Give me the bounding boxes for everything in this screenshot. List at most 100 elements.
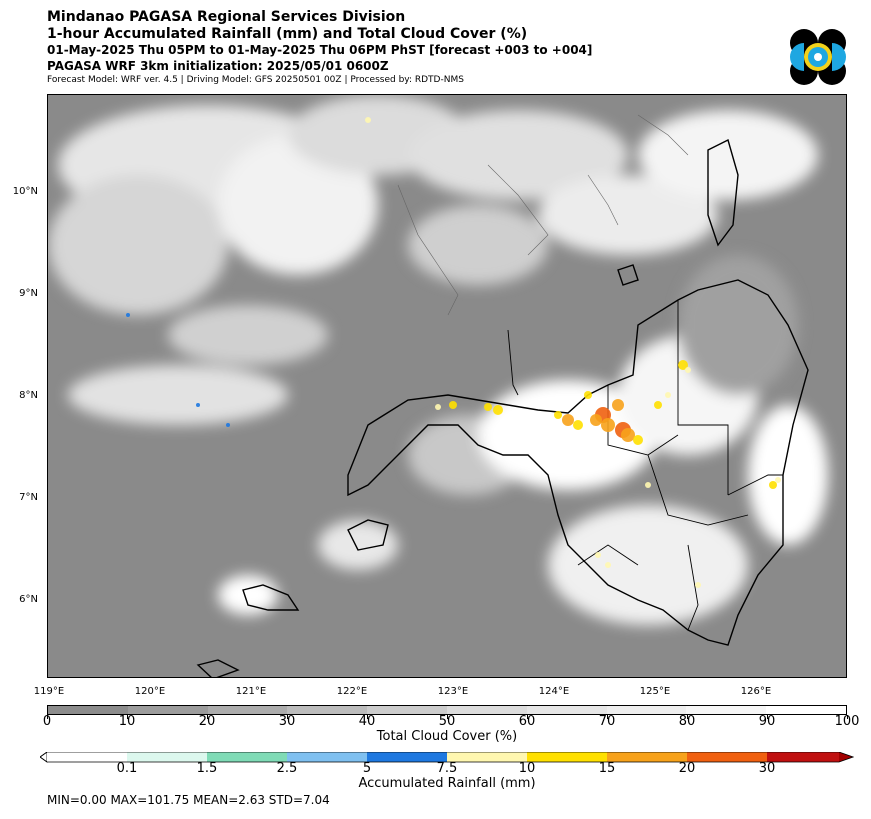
- initialization-info: PAGASA WRF 3km initialization: 2025/05/0…: [47, 59, 389, 73]
- rainfall-swatch: [607, 752, 687, 762]
- rainfall-colorbar-outline: [40, 752, 854, 763]
- rainfall-cell: [612, 399, 624, 411]
- rainfall-cell: [562, 414, 574, 426]
- rainfall-swatch: [287, 752, 367, 762]
- lon-label-126e: 126°E: [740, 686, 772, 697]
- neighbouring-islands-outline: [397, 114, 689, 316]
- rainfall-cell: [685, 367, 691, 373]
- rainfall-cell: [590, 414, 602, 426]
- rainfall-cell: [601, 418, 615, 432]
- rainfall-cell: [365, 117, 371, 123]
- cloud-cover-swatch: [766, 706, 846, 714]
- cloud-cover-swatch: [446, 706, 527, 714]
- model-info: Forecast Model: WRF ver. 4.5 | Driving M…: [47, 75, 464, 85]
- lon-label-125e: 125°E: [639, 686, 671, 697]
- rainfall-cell: [573, 420, 583, 430]
- cloud-cover-tickmark: [767, 715, 768, 719]
- rainfall-cell: [484, 403, 492, 411]
- rainfall-swatch: [127, 752, 207, 762]
- rainfall-tick-label: 30: [758, 761, 776, 776]
- cloud-cover-colorbar-label: Total Cloud Cover (%): [376, 729, 518, 744]
- lon-label-124e: 124°E: [538, 686, 570, 697]
- rainfall-tick-label: 15: [598, 761, 616, 776]
- rainfall-swatch: [367, 752, 447, 762]
- cloud-cover-layer: [48, 95, 828, 625]
- cloud-cover-tickmark: [47, 715, 48, 719]
- lon-label-123e: 123°E: [437, 686, 469, 697]
- cloud-cover-swatch: [287, 706, 368, 714]
- rainfall-under-extension: [40, 752, 48, 763]
- rainfall-cell: [435, 404, 441, 410]
- cloud-cover-tick-label: 0: [42, 714, 52, 729]
- cloud-cover-colorbar: [47, 705, 847, 715]
- cloud-cover-tick-label: 80: [678, 714, 696, 729]
- cloud-cover-tickmark: [287, 715, 288, 719]
- pagasa-logo-icon: [788, 27, 848, 91]
- lat-label-10n: 10°N: [12, 186, 38, 197]
- cloud-cover-tickmark: [127, 715, 128, 719]
- rainfall-colorbar: [40, 752, 854, 763]
- cloud-cover-swatch: [606, 706, 687, 714]
- rainfall-cell: [633, 435, 643, 445]
- cloud-cover-swatch: [686, 706, 767, 714]
- cloud-cover-tick-label: 100: [834, 714, 860, 729]
- cloud-cover-tick-label: 40: [358, 714, 376, 729]
- weather-map: [47, 94, 847, 678]
- rainfall-over-extension: [839, 752, 853, 762]
- rainfall-cell: [584, 391, 592, 399]
- rainfall-swatch: [767, 752, 839, 762]
- cloud-cover-tick-label: 70: [598, 714, 616, 729]
- statistics-line: MIN=0.00 MAX=101.75 MEAN=2.63 STD=7.04: [47, 793, 330, 807]
- rainfall-cell: [769, 481, 777, 489]
- cloud-cover-swatch: [48, 706, 128, 714]
- rainfall-swatch: [447, 752, 527, 762]
- rainfall-layer: [126, 117, 781, 588]
- cloud-cover-tick-label: 30: [278, 714, 296, 729]
- rainfall-cell: [493, 405, 503, 415]
- rainfall-tick-label: 5: [362, 761, 372, 776]
- title-line-1: Mindanao PAGASA Regional Services Divisi…: [47, 9, 406, 25]
- cloud-cover-tick-label: 60: [518, 714, 536, 729]
- cloud-cover-tickmark: [607, 715, 608, 719]
- cloud-cover-swatch: [207, 706, 288, 714]
- lat-label-9n: 9°N: [19, 288, 38, 299]
- cloud-cover-swatch: [367, 706, 447, 714]
- rainfall-cell: [226, 423, 230, 427]
- rainfall-cell: [554, 411, 562, 419]
- rainfall-cell: [645, 482, 651, 488]
- lon-label-119e: 119°E: [33, 686, 65, 697]
- lon-label-120e: 120°E: [134, 686, 166, 697]
- rainfall-tick-label: 10: [518, 761, 536, 776]
- rainfall-tick-label: 2.5: [276, 761, 298, 776]
- rainfall-tick-label: 7.5: [436, 761, 458, 776]
- lon-label-122e: 122°E: [336, 686, 368, 697]
- rainfall-cell: [126, 313, 130, 317]
- rainfall-swatch: [527, 752, 607, 762]
- lat-label-6n: 6°N: [19, 594, 38, 605]
- rainfall-cell: [196, 403, 200, 407]
- cloud-cover-swatch: [127, 706, 208, 714]
- lat-label-8n: 8°N: [19, 390, 38, 401]
- rainfall-cell: [449, 401, 457, 409]
- rainfall-swatch: [687, 752, 767, 762]
- rainfall-cell: [605, 562, 611, 568]
- rainfall-colorbar-label: Accumulated Rainfall (mm): [358, 776, 536, 791]
- cloud-cover-tick-label: 20: [198, 714, 216, 729]
- cloud-cover-tick-label: 50: [438, 714, 456, 729]
- cloud-cover-tickmark: [527, 715, 528, 719]
- cloud-cover-tickmark: [847, 715, 848, 719]
- lat-label-7n: 7°N: [19, 492, 38, 503]
- cloud-cover-tickmark: [207, 715, 208, 719]
- rainfall-swatch-below-0-1: [47, 752, 127, 762]
- cloud-cover-tickmark: [447, 715, 448, 719]
- rainfall-cell: [775, 477, 781, 483]
- lon-label-121e: 121°E: [235, 686, 267, 697]
- cloud-cover-tick-label: 90: [758, 714, 776, 729]
- rainfall-cell: [654, 401, 662, 409]
- rainfall-cell: [678, 360, 688, 370]
- cloud-cover-tickmark: [367, 715, 368, 719]
- rainfall-cell: [695, 582, 701, 588]
- rainfall-swatch: [207, 752, 287, 762]
- valid-time: 01-May-2025 Thu 05PM to 01-May-2025 Thu …: [47, 43, 593, 57]
- cloud-cover-swatch: [526, 706, 607, 714]
